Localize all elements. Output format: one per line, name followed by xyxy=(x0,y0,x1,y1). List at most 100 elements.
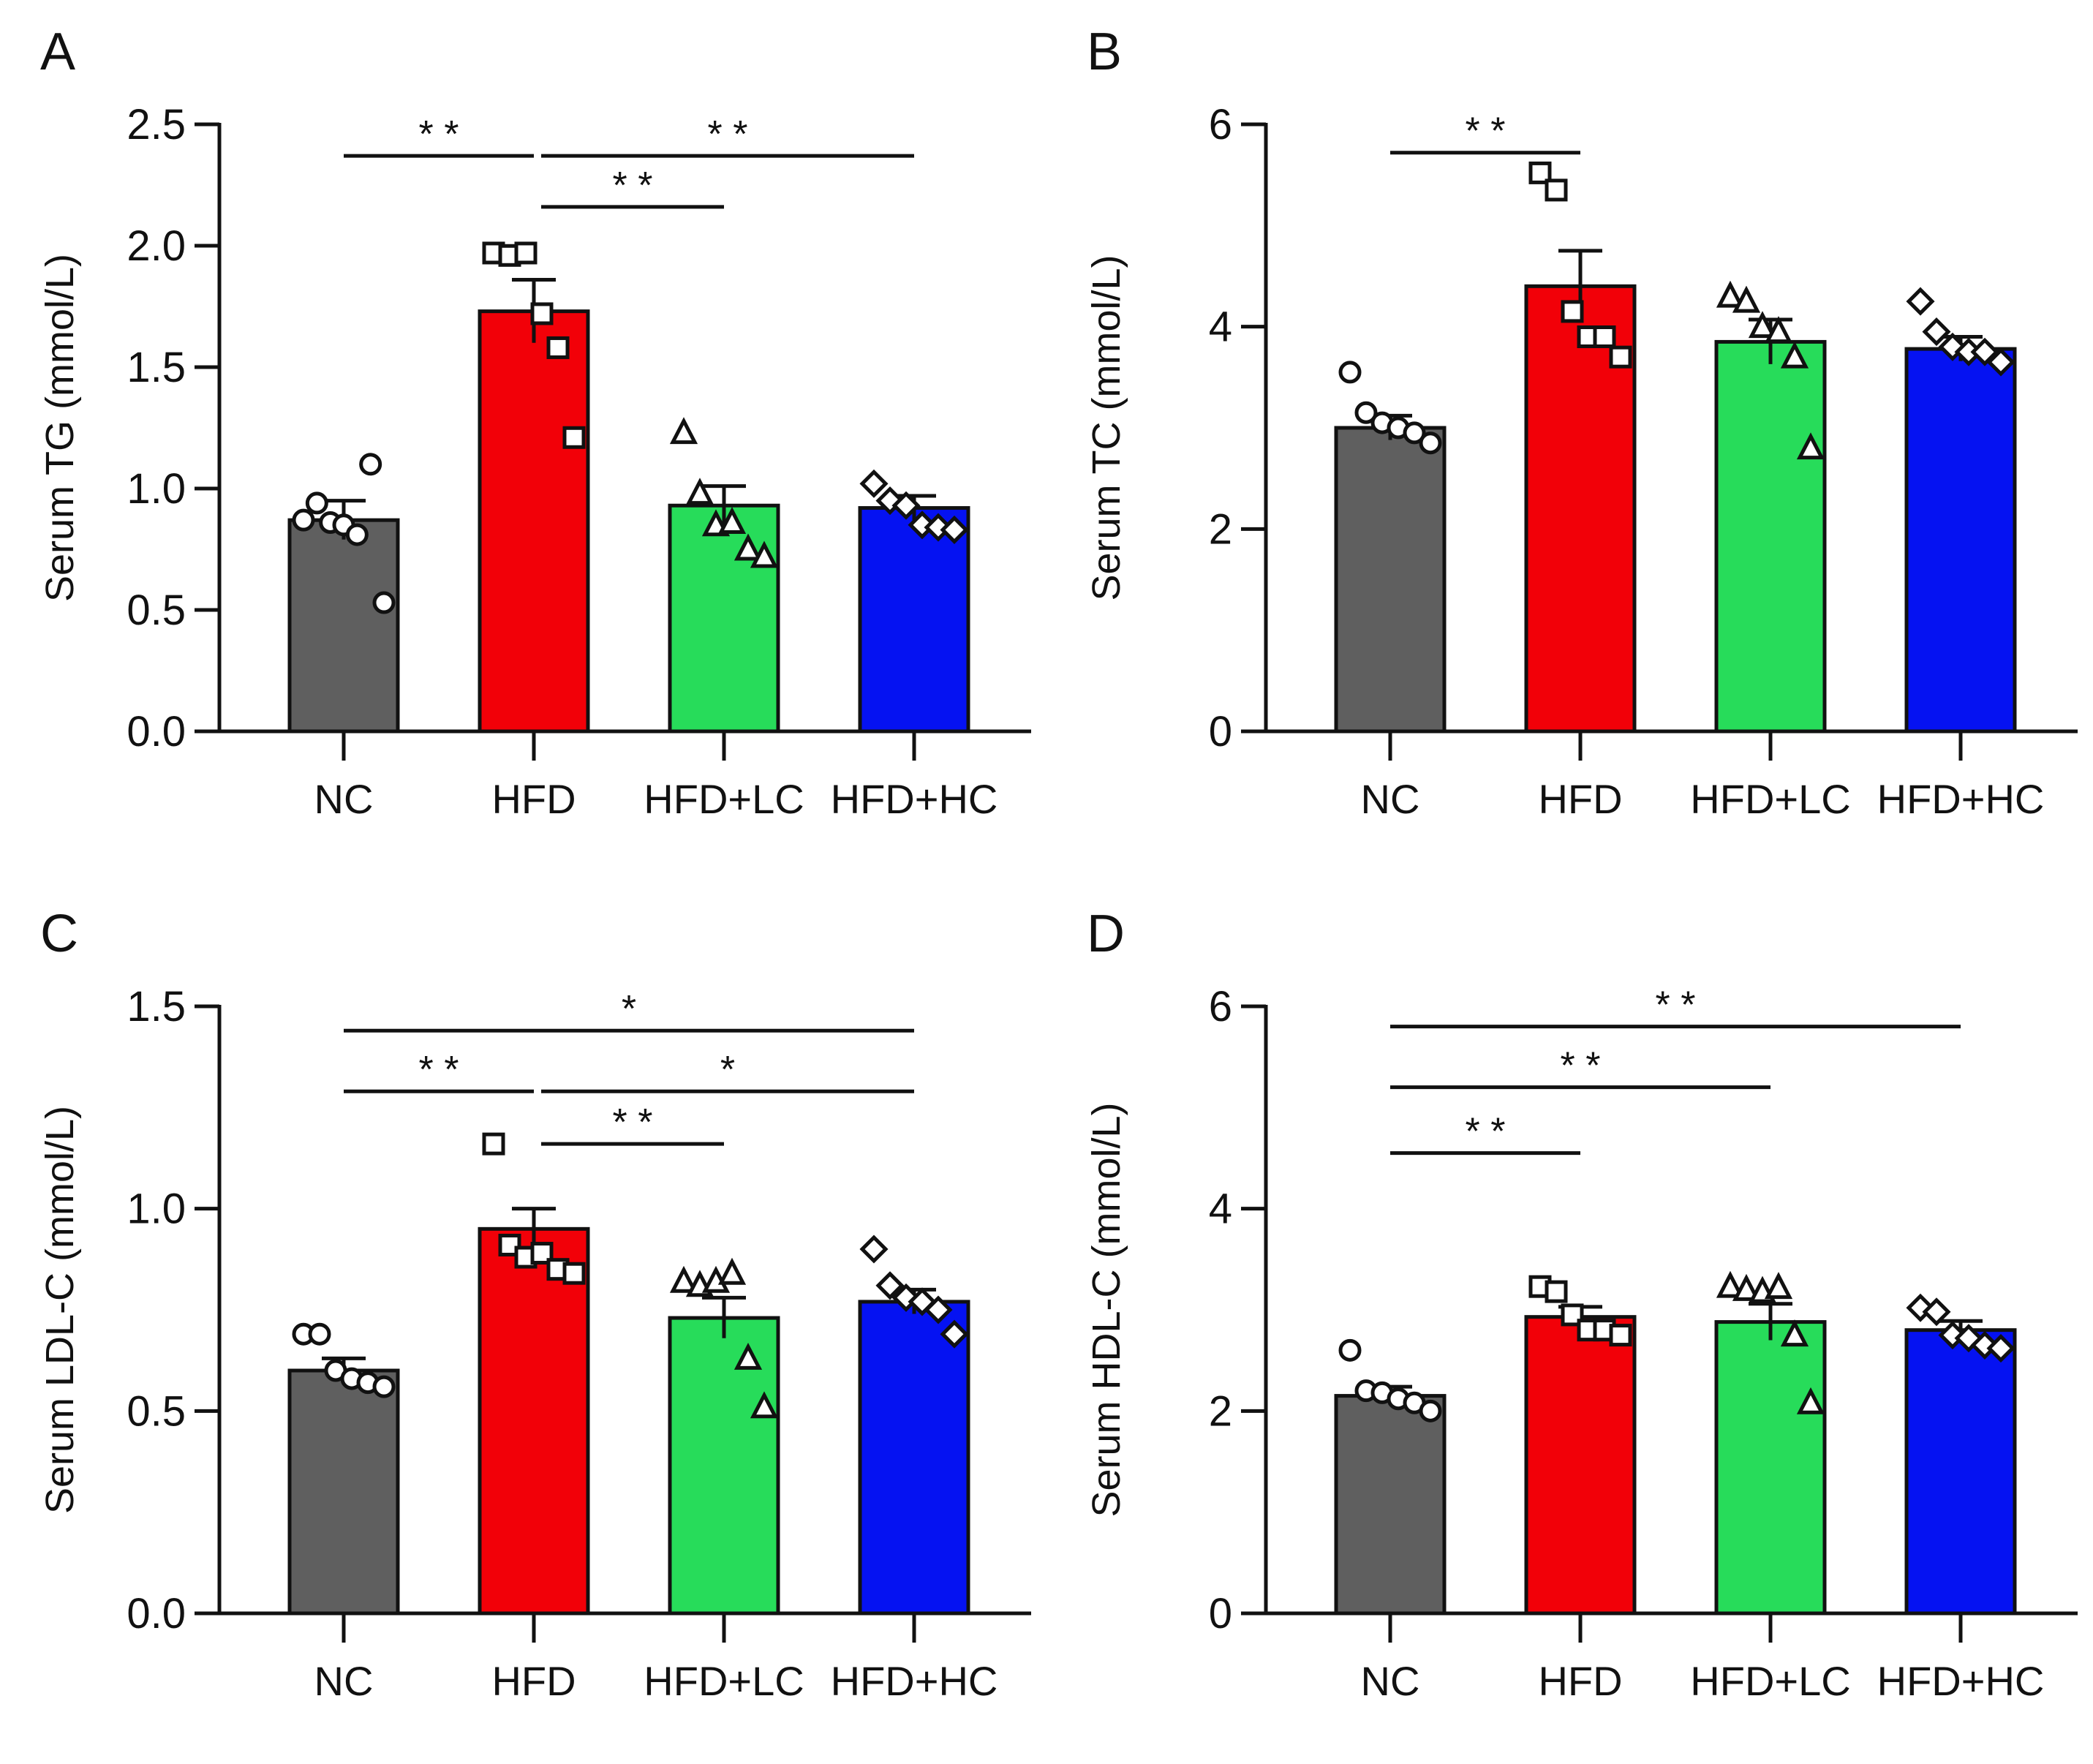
y-tick-label: 6 xyxy=(1209,101,1232,148)
data-point-circle xyxy=(1403,421,1426,445)
data-point-triangle xyxy=(750,540,779,568)
data-point-diamond xyxy=(891,491,921,520)
data-point-circle xyxy=(1338,361,1362,384)
x-category-label: HFD+HC xyxy=(1877,776,2045,822)
significance-label: * * xyxy=(419,1049,459,1091)
bar-nc xyxy=(287,1368,400,1616)
data-point-triangle xyxy=(1796,1387,1825,1414)
y-tick-label: 2.5 xyxy=(127,101,186,148)
y-tick-label: 1.5 xyxy=(127,983,186,1030)
y-axis-title: Serum HDL-C (mmol/L) xyxy=(1085,1102,1128,1517)
y-tick-label: 1.5 xyxy=(127,344,186,391)
bar-hfd-hc xyxy=(1904,347,2017,734)
panel-d: D Serum HDL-C (mmol/L) 0 2 4 6 NC HFD HFD+LC HFD+… xyxy=(1046,882,2093,1764)
data-point-square xyxy=(482,1132,505,1156)
significance-label: * * xyxy=(613,165,653,207)
data-point-triangle xyxy=(669,417,698,445)
chart-serum-hdl-c: D Serum HDL-C (mmol/L) 0 2 4 6 NC HFD HFD+LC HFD+… xyxy=(1085,905,2078,1704)
chart-serum-ldl-c: C Serum LDL-C (mmol/L) 0.0 0.5 1.0 1.5 NC HFD HF… xyxy=(38,905,1031,1704)
data-point-square xyxy=(1609,345,1632,369)
y-tick-label: 2 xyxy=(1209,1387,1232,1435)
data-point-diamond xyxy=(940,515,969,544)
x-category-label: HFD+HC xyxy=(831,1658,998,1704)
y-tick-label: 1.0 xyxy=(127,1186,186,1233)
panel-letter: A xyxy=(40,23,75,81)
data-point-triangle xyxy=(717,507,747,534)
data-point-square xyxy=(1545,1280,1568,1303)
data-point-square xyxy=(546,336,570,359)
data-point-diamond xyxy=(1922,1297,1951,1327)
panel-letter: B xyxy=(1087,23,1122,81)
data-point-triangle xyxy=(734,533,763,561)
y-tick-label: 0 xyxy=(1209,708,1232,755)
data-point-triangle xyxy=(685,478,714,505)
data-point-triangle xyxy=(1748,311,1777,339)
data-point-diamond xyxy=(875,1271,905,1300)
bar-nc xyxy=(1334,1394,1447,1616)
error-bar xyxy=(1749,1302,1792,1341)
bar-nc xyxy=(1334,426,1447,734)
data-point-triangle xyxy=(1764,1272,1793,1300)
error-bar xyxy=(702,484,746,525)
data-point-triangle xyxy=(1780,341,1809,369)
bar-hfd-lc xyxy=(1714,1320,1827,1616)
y-tick-label: 0.0 xyxy=(127,708,186,755)
y-tick-label: 1.0 xyxy=(127,465,186,513)
bar-hfd xyxy=(1524,1315,1637,1616)
data-point-diamond xyxy=(924,1295,953,1324)
x-category-label: HFD+LC xyxy=(1690,1658,1850,1704)
bar-nc xyxy=(287,518,400,734)
y-tick-label: 2.0 xyxy=(127,222,186,270)
data-point-square xyxy=(530,302,554,325)
data-point-square xyxy=(562,426,586,449)
data-point-circle xyxy=(1338,1338,1362,1362)
data-point-circle xyxy=(359,453,382,476)
chart-serum-tg: A Serum TG (mmol/L) 0.0 0.5 1.0 1.5 2.0 2.5 NC HF… xyxy=(38,23,1031,822)
significance-label: * * xyxy=(1466,110,1506,153)
data-point-circle xyxy=(308,1322,331,1346)
bar-hfd-lc xyxy=(1714,339,1827,734)
data-point-triangle xyxy=(1732,1273,1761,1301)
data-point-circle xyxy=(292,508,315,532)
bar-hfd-hc xyxy=(1904,1328,2017,1616)
y-tick-label: 6 xyxy=(1209,983,1232,1030)
data-point-diamond xyxy=(1970,337,1999,366)
data-point-diamond xyxy=(1986,347,2015,377)
x-category-label: NC xyxy=(1361,1658,1420,1704)
y-tick-label: 0.0 xyxy=(127,1590,186,1637)
panel-b: B Serum TC (mmol/L) 0 2 4 6 NC HFD HFD+LC HFD+HC *… xyxy=(1046,0,2093,882)
y-tick-label: 4 xyxy=(1209,304,1232,351)
y-axis-title: Serum LDL-C (mmol/L) xyxy=(38,1106,82,1514)
panel-c: C Serum LDL-C (mmol/L) 0.0 0.5 1.0 1.5 NC HFD HF… xyxy=(0,882,1046,1764)
data-point-diamond xyxy=(1986,1334,2015,1363)
data-point-square xyxy=(1609,1324,1632,1347)
data-point-diamond xyxy=(940,1319,969,1349)
bar-hfd-hc xyxy=(858,1300,970,1616)
y-axis-title: Serum TG (mmol/L) xyxy=(38,254,82,602)
data-point-circle xyxy=(345,523,369,546)
data-point-triangle xyxy=(1796,432,1825,460)
x-category-label: HFD+LC xyxy=(1690,776,1850,822)
x-category-label: HFD+HC xyxy=(831,776,998,822)
data-point-diamond xyxy=(859,469,889,498)
x-category-label: HFD xyxy=(491,1658,576,1704)
significance-label: * xyxy=(622,988,636,1030)
data-point-triangle xyxy=(717,1257,747,1285)
data-point-triangle xyxy=(669,1265,698,1293)
significance-label: * * xyxy=(1656,984,1696,1027)
x-category-label: HFD+LC xyxy=(644,1658,804,1704)
bar-hfd xyxy=(478,1226,590,1616)
significance-label: * * xyxy=(1561,1045,1601,1088)
data-point-triangle xyxy=(1764,316,1793,344)
panel-a: A Serum TG (mmol/L) 0.0 0.5 1.0 1.5 2.0 2.5 NC HF… xyxy=(0,0,1046,882)
panel-letter: D xyxy=(1087,905,1125,963)
data-point-square xyxy=(1561,300,1584,323)
y-tick-label: 0.5 xyxy=(127,587,186,634)
bar-hfd-hc xyxy=(858,506,970,734)
significance-label: * * xyxy=(613,1101,653,1144)
y-axis-title: Serum TC (mmol/L) xyxy=(1085,255,1128,600)
chart-serum-tc: B Serum TC (mmol/L) 0 2 4 6 NC HFD HFD+LC HFD+HC *… xyxy=(1085,23,2078,822)
y-tick-label: 0.5 xyxy=(127,1387,186,1435)
data-point-circle xyxy=(1419,1399,1442,1422)
x-category-label: HFD+HC xyxy=(1877,1658,2045,1704)
